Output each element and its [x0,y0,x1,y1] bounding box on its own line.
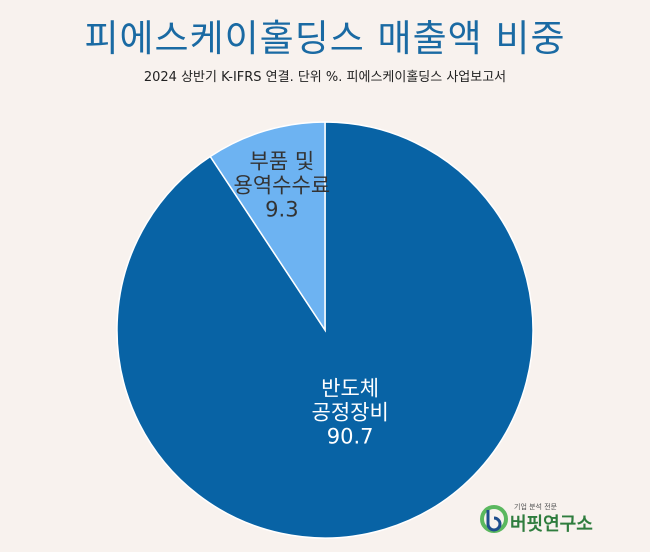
chart-title: 피에스케이홀딩스 매출액 비중 [84,17,566,60]
slice-label-0: 반도체 [321,377,379,401]
slice-value-label-1: 9.3 [265,198,298,222]
slice-label-1: 용역수수료 [234,174,331,198]
pie-slice-1 [209,121,326,333]
chart-subtitle: 2024 상반기 K-IFRS 연결. 단위 %. 피에스케이홀딩스 사업보고서 [143,70,507,85]
pie-slice-0 [116,121,534,539]
slice-label-0: 공정장비 [312,401,389,425]
slice-value-label-0: 90.7 [327,425,374,449]
buffett-lab-logo: 기업 분석 전문 버핏연구소 [480,500,640,540]
logo-name: 버핏연구소 [510,514,593,535]
logo-icon [480,505,508,533]
logo-tagline: 기업 분석 전문 [514,503,558,511]
slice-label-1: 부품 및 [250,150,315,174]
